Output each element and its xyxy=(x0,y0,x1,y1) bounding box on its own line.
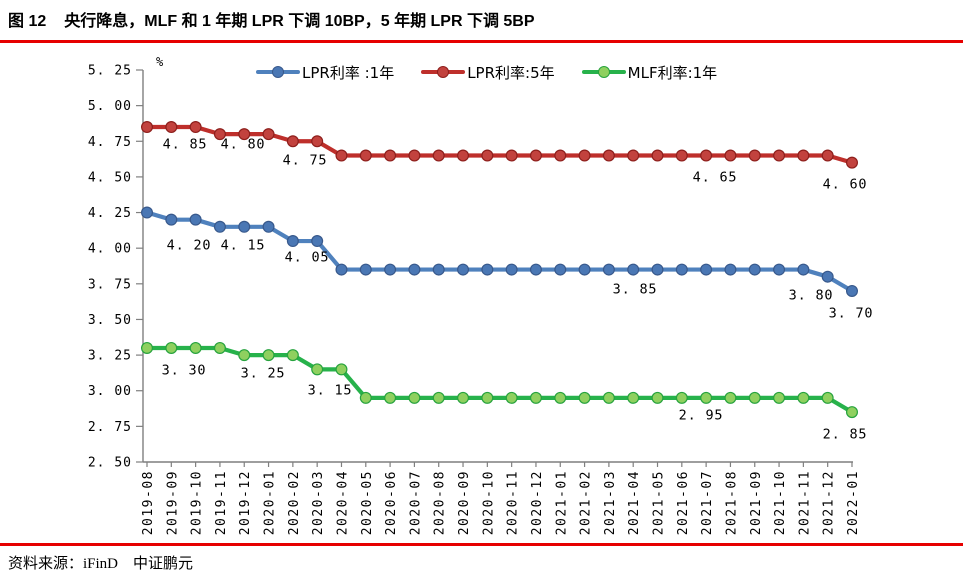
svg-text:3. 75: 3. 75 xyxy=(88,277,132,292)
svg-text:2. 95: 2. 95 xyxy=(679,408,724,424)
svg-text:2020-10: 2020-10 xyxy=(481,470,496,535)
legend-line-marker-icon xyxy=(581,66,626,78)
chart-legend: LPR利率 :1年 LPR利率:5年 MLF利率:1年 xyxy=(256,60,717,84)
svg-text:5. 25: 5. 25 xyxy=(88,64,132,79)
svg-text:2019-08: 2019-08 xyxy=(141,470,156,535)
footer-divider xyxy=(0,543,963,546)
svg-text:2020-01: 2020-01 xyxy=(263,470,278,535)
svg-text:3. 70: 3. 70 xyxy=(829,306,874,322)
svg-text:2021-01: 2021-01 xyxy=(554,470,569,535)
title-divider xyxy=(0,40,963,43)
svg-text:2021-06: 2021-06 xyxy=(676,470,691,535)
svg-text:4. 80: 4. 80 xyxy=(221,137,266,153)
legend-label: LPR利率 :1年 xyxy=(302,63,395,82)
svg-text:3. 25: 3. 25 xyxy=(241,366,286,382)
legend-label: MLF利率:1年 xyxy=(627,63,718,82)
svg-text:3. 25: 3. 25 xyxy=(88,349,132,364)
svg-text:2020-07: 2020-07 xyxy=(408,470,423,535)
svg-text:4. 75: 4. 75 xyxy=(283,153,328,169)
svg-text:4. 75: 4. 75 xyxy=(88,135,132,150)
svg-text:2. 75: 2. 75 xyxy=(88,420,132,435)
svg-text:2020-09: 2020-09 xyxy=(457,470,472,535)
svg-text:2021-12: 2021-12 xyxy=(822,470,837,535)
svg-text:2020-08: 2020-08 xyxy=(433,470,448,535)
svg-text:2021-08: 2021-08 xyxy=(724,470,739,535)
svg-text:4. 25: 4. 25 xyxy=(88,206,132,221)
svg-text:2021-10: 2021-10 xyxy=(773,470,788,535)
figure-title: 图 12 央行降息，MLF 和 1 年期 LPR 下调 10BP，5 年期 LPR… xyxy=(8,7,535,31)
svg-text:4. 60: 4. 60 xyxy=(823,177,868,193)
svg-text:4. 05: 4. 05 xyxy=(285,250,330,266)
svg-text:4. 00: 4. 00 xyxy=(88,242,132,257)
svg-text:3. 50: 3. 50 xyxy=(88,313,132,328)
svg-text:2022-01: 2022-01 xyxy=(846,470,861,535)
svg-text:4. 20: 4. 20 xyxy=(167,238,212,254)
svg-text:2020-06: 2020-06 xyxy=(384,470,399,535)
svg-text:4. 65: 4. 65 xyxy=(693,170,738,186)
legend-label: LPR利率:5年 xyxy=(467,63,555,82)
legend-line-marker-icon xyxy=(421,66,466,78)
svg-text:3. 80: 3. 80 xyxy=(789,288,834,304)
svg-text:2021-11: 2021-11 xyxy=(797,470,812,535)
svg-text:2020-11: 2020-11 xyxy=(506,470,521,535)
svg-text:2021-04: 2021-04 xyxy=(627,470,642,535)
svg-text:4. 15: 4. 15 xyxy=(221,238,266,254)
legend-item-lpr-5y: LPR利率:5年 xyxy=(421,62,555,83)
svg-text:2020-12: 2020-12 xyxy=(530,470,545,535)
svg-text:2021-05: 2021-05 xyxy=(652,470,667,535)
svg-text:2019-12: 2019-12 xyxy=(238,470,253,535)
svg-text:2020-02: 2020-02 xyxy=(287,470,302,535)
svg-text:2021-07: 2021-07 xyxy=(700,470,715,535)
source-note: 资料来源：iFinD 中证鹏元 xyxy=(8,556,194,572)
svg-text:3. 85: 3. 85 xyxy=(613,282,658,298)
svg-text:%: % xyxy=(156,55,164,69)
svg-text:2021-09: 2021-09 xyxy=(749,470,764,535)
svg-text:2021-03: 2021-03 xyxy=(603,470,618,535)
svg-text:2021-02: 2021-02 xyxy=(579,470,594,535)
svg-text:3. 15: 3. 15 xyxy=(308,383,353,399)
legend-item-mlf-1y: MLF利率:1年 xyxy=(581,62,718,83)
svg-text:2020-03: 2020-03 xyxy=(311,470,326,535)
svg-text:2019-11: 2019-11 xyxy=(214,470,229,535)
svg-text:4. 85: 4. 85 xyxy=(163,137,208,153)
figure-title-text: 央行降息，MLF 和 1 年期 LPR 下调 10BP，5 年期 LPR 下调 … xyxy=(64,13,535,30)
svg-text:2020-05: 2020-05 xyxy=(360,470,375,535)
legend-item-lpr-1y: LPR利率 :1年 xyxy=(256,62,394,83)
svg-text:3. 30: 3. 30 xyxy=(162,363,207,379)
svg-text:2019-10: 2019-10 xyxy=(190,470,205,535)
svg-text:3. 00: 3. 00 xyxy=(88,384,132,399)
svg-text:4. 50: 4. 50 xyxy=(88,170,132,185)
rates-line-chart: 5. 25 5. 00 4. 75 4. 50 4. 25 4. 00 3. 75 3. 50… xyxy=(88,55,874,535)
svg-text:2. 85: 2. 85 xyxy=(823,427,868,443)
figure-number: 图 12 xyxy=(8,13,47,30)
svg-text:2. 50: 2. 50 xyxy=(88,456,132,471)
svg-text:2019-09: 2019-09 xyxy=(165,470,180,535)
legend-line-marker-icon xyxy=(256,66,300,78)
svg-text:2020-04: 2020-04 xyxy=(335,470,350,535)
svg-text:5. 00: 5. 00 xyxy=(88,99,132,114)
